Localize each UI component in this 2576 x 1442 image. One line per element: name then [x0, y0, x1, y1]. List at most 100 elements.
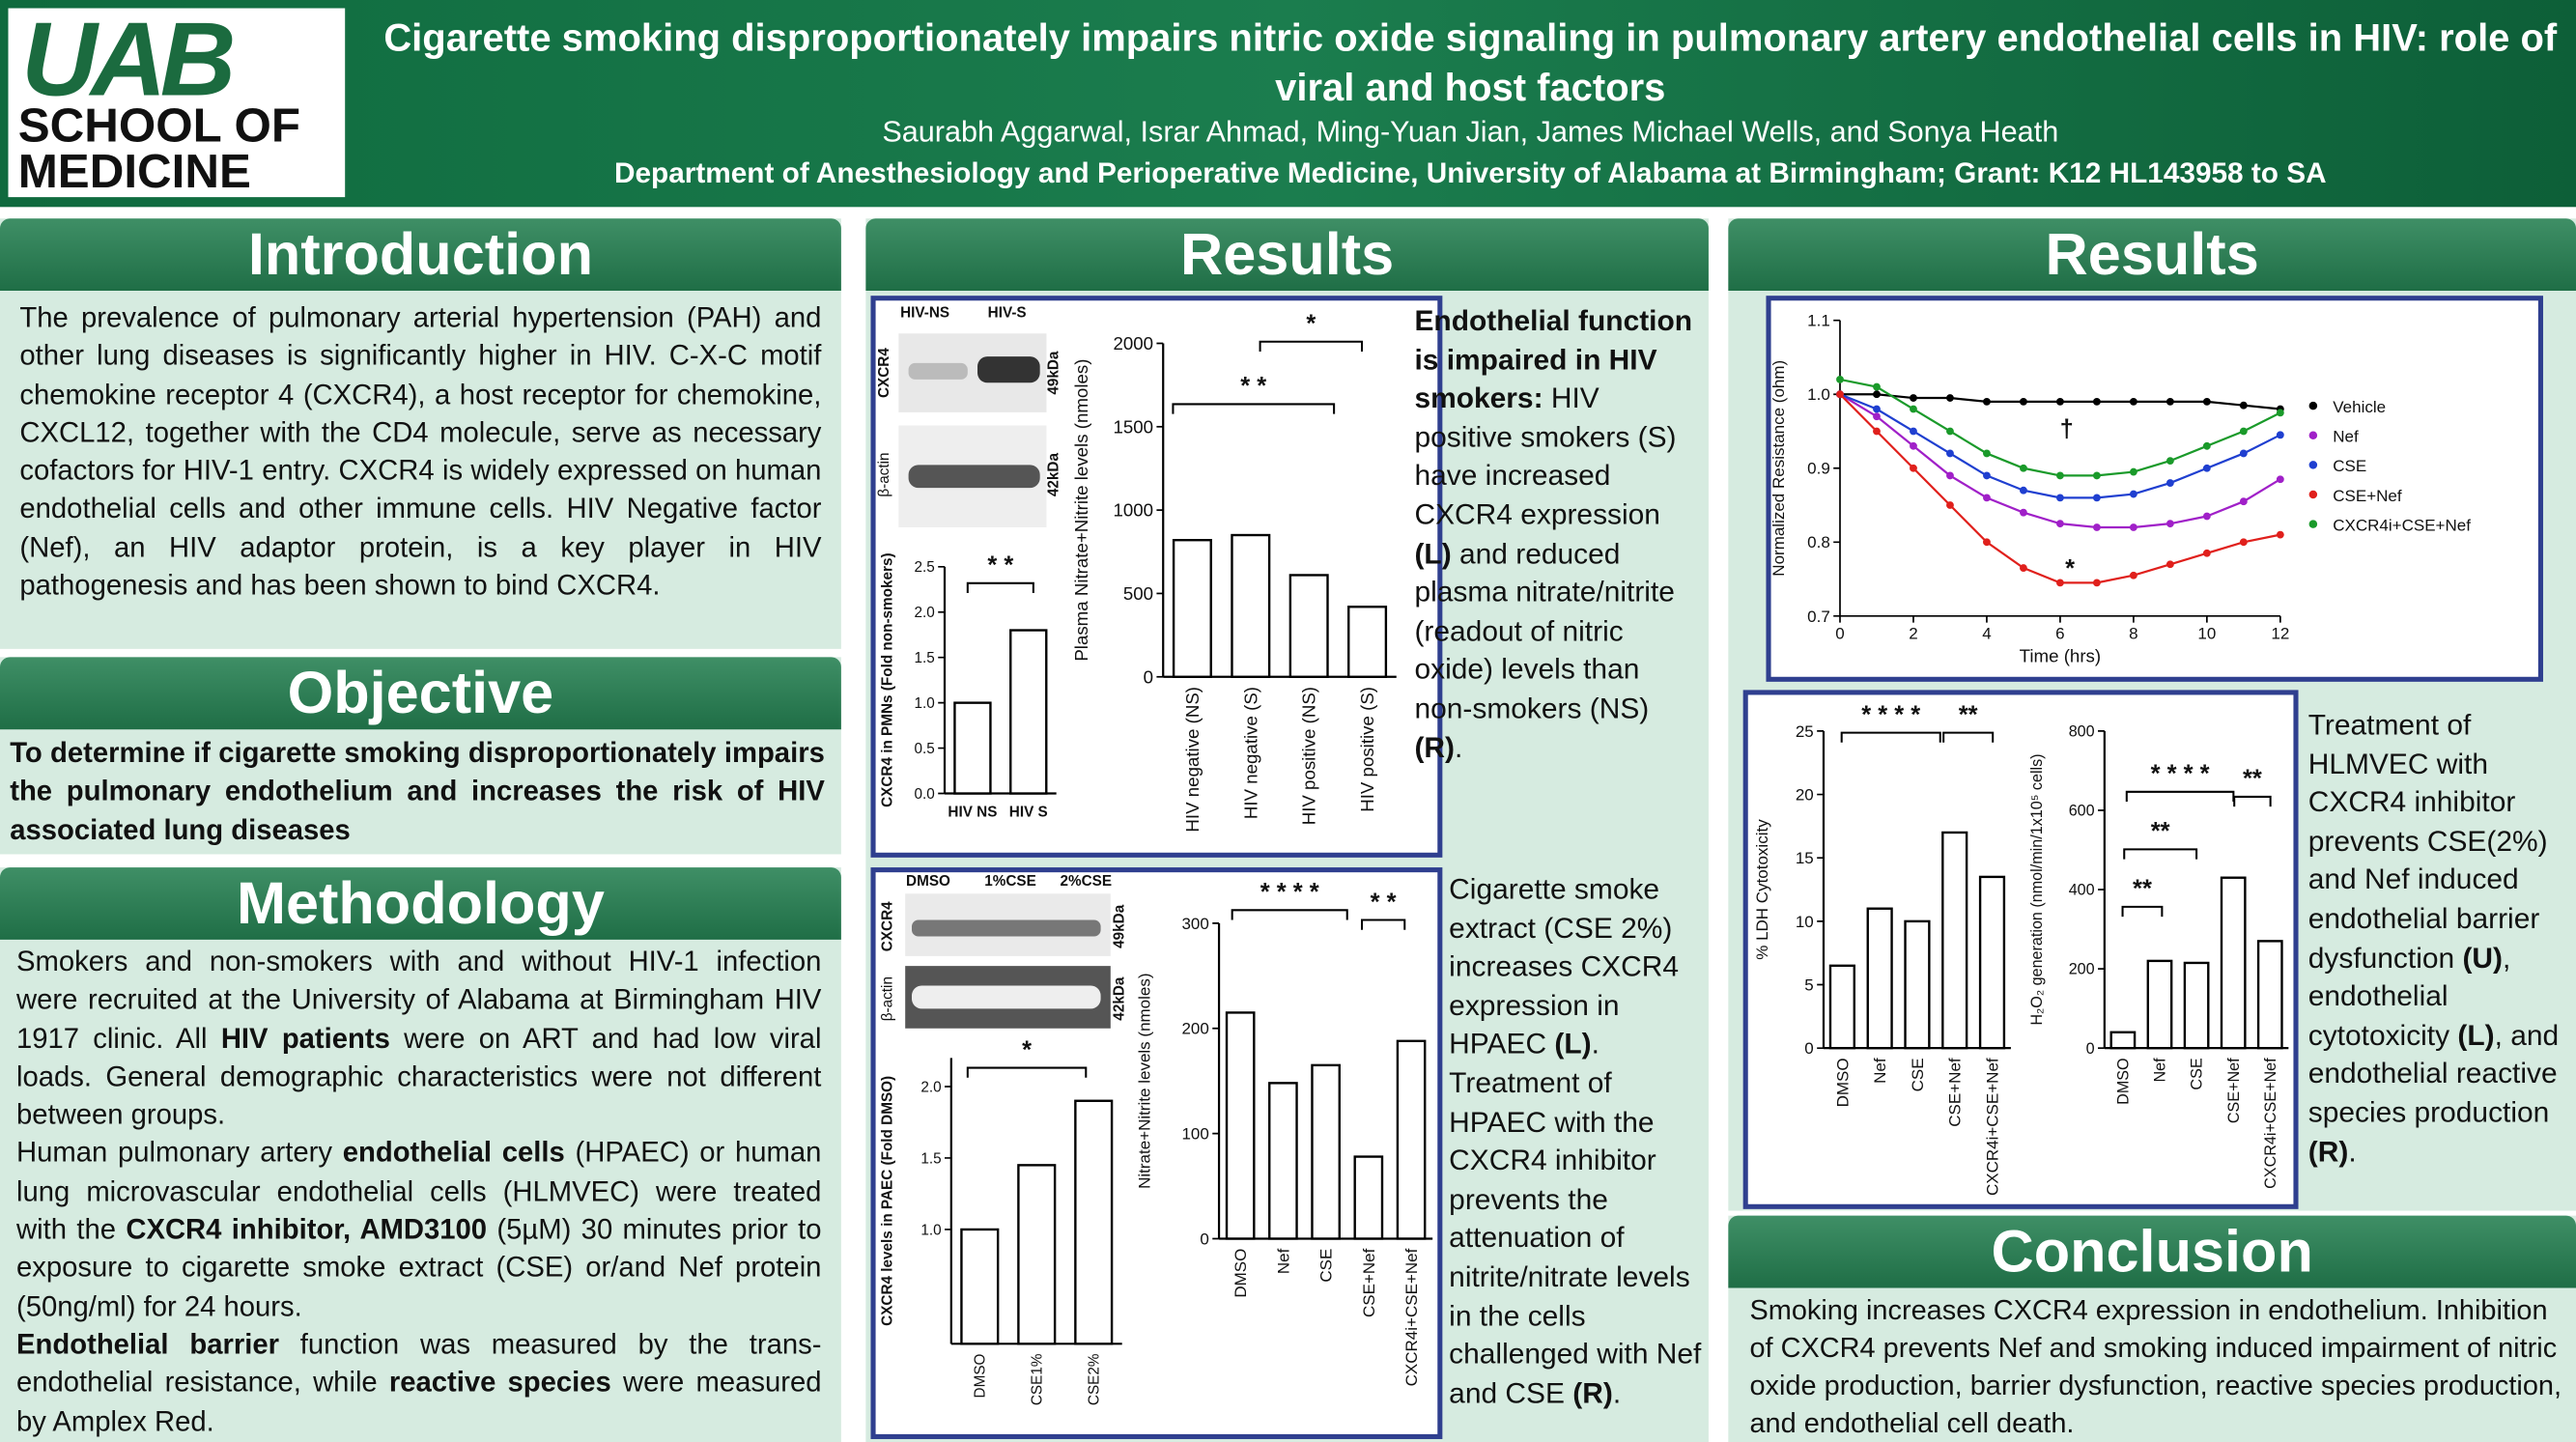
point: [2239, 427, 2248, 436]
y-tick-label: 0.7: [1807, 608, 1830, 626]
x-tick-label: DMSO: [1231, 1249, 1250, 1298]
x-tick-label: HIV NS: [948, 804, 997, 820]
y-tick-label: 0: [1200, 1230, 1208, 1248]
point: [2092, 471, 2101, 480]
point: [2056, 471, 2064, 480]
x-tick-label: Nef: [1274, 1248, 1292, 1274]
y-tick-label: 1000: [1113, 500, 1153, 521]
point: [1983, 449, 1991, 458]
text-run: (R): [1572, 1375, 1613, 1409]
figure-box: [1742, 690, 2299, 1209]
point: [1983, 397, 1991, 406]
logo: UAB SCHOOL OF MEDICINE: [8, 0, 346, 198]
bracket: [966, 581, 1034, 594]
paragraph: Smokers and non-smokers with and without…: [16, 943, 821, 1134]
bar: [1353, 1155, 1384, 1240]
bar: [1172, 539, 1212, 678]
text-run: .: [1455, 730, 1463, 764]
y-tick-label: 600: [2069, 803, 2095, 820]
conclusion-text: Smoking increases CXCR4 expression in en…: [1749, 1294, 2562, 1439]
y-axis-label: Plasma Nitrate+Nitrite levels (nmoles): [1071, 359, 1091, 662]
significance-label: * *: [1240, 373, 1266, 400]
bar: [1017, 1164, 1057, 1345]
point: [2129, 490, 2137, 498]
y-tick-label: 2.0: [920, 1079, 941, 1095]
bracket: [966, 1066, 1088, 1078]
point: [2166, 520, 2174, 528]
text-run: Cigarette smoke extract (CSE 2%) increas…: [1449, 872, 1680, 1060]
section-heading: Results: [865, 218, 1709, 292]
y-tick-label: 0.0: [915, 786, 935, 803]
bracket: [1259, 340, 1364, 352]
significance-label: * * * *: [1260, 879, 1319, 906]
legend-label: CSE+Nef: [2333, 487, 2402, 505]
legend-marker: [2308, 490, 2318, 499]
logo-mark: UAB: [21, 0, 236, 119]
text-run: endothelial cells: [342, 1136, 565, 1170]
method-panel: [0, 867, 841, 1442]
significance-label: *: [2065, 555, 2075, 582]
text-run: , and endothelial reactive species produ…: [2307, 1018, 2560, 1129]
section-heading: Results: [1728, 218, 2576, 292]
bracket: [1942, 731, 1995, 743]
text-run: (HPAEC) or human lung microvascular endo…: [16, 1136, 822, 1246]
bar: [2183, 961, 2210, 1050]
x-tick-label: 4: [1982, 625, 1991, 643]
y-tick-label: 500: [1123, 583, 1153, 604]
point: [1836, 390, 1844, 399]
y-axis-label: Normalized Resistance (ohm): [1771, 360, 1789, 577]
point: [2129, 571, 2137, 580]
y-tick-label: 800: [2069, 723, 2095, 741]
x-tick-label: DMSO: [2115, 1058, 2133, 1104]
y-tick-label: 1.0: [915, 695, 935, 712]
bar: [2220, 876, 2247, 1050]
point: [1946, 471, 1954, 480]
text-run: (U): [2462, 940, 2504, 974]
point: [1910, 394, 1917, 402]
x-tick-label: DMSO: [973, 1353, 989, 1398]
y-tick-label: 0.8: [1807, 533, 1830, 551]
text-run: were on ART and had low viral loads. Gen…: [16, 1021, 822, 1131]
y-tick-label: 200: [1181, 1020, 1208, 1038]
point: [1910, 441, 1917, 450]
point: [2166, 479, 2174, 487]
bar: [1225, 1011, 1256, 1240]
bracket: [1231, 909, 1348, 920]
bracket: [2125, 790, 2235, 803]
objective-text: To determine if cigarette smoking dispro…: [10, 735, 825, 846]
text-run: Human pulmonary artery: [16, 1136, 343, 1170]
legend-label: Nef: [2333, 428, 2359, 446]
bar: [1009, 629, 1048, 795]
point: [2166, 397, 2174, 406]
chart: 0 100 200 300 DMSO Nef CSE CSE+Nef CXCR4i+CSE+Ne…: [1136, 879, 1433, 1386]
text-run: HIV positive smokers (S) have increased …: [1414, 381, 1677, 531]
authors: Saurabh Aggarwal, Israr Ahmad, Ming-Yuan…: [882, 115, 2059, 149]
text-run: and reduced plasma nitrate/nitrite (read…: [1414, 536, 1675, 724]
y-tick-label: 200: [2069, 961, 2095, 978]
legend-marker: [2308, 461, 2318, 469]
logo-text: SCHOOL OF: [17, 99, 301, 154]
point: [2020, 564, 2027, 572]
y-axis-label: CXCR4 in PMNs (Fold non-smokers): [880, 552, 896, 806]
x-tick-label: Nef: [2152, 1058, 2169, 1083]
point: [2056, 520, 2064, 528]
bracket: [1361, 919, 1406, 930]
section-heading: Conclusion: [1728, 1215, 2576, 1288]
point: [1873, 427, 1881, 436]
x-tick-label: CSE+Nef: [1360, 1248, 1378, 1317]
y-axis-label: % LDH Cytotoxicity: [1753, 819, 1771, 960]
point: [2202, 441, 2211, 450]
legend-label: Vehicle: [2333, 398, 2386, 416]
x-axis-label: Time (hrs): [2020, 645, 2101, 665]
y-axis-label: Nitrate+Nitrite levels (nmoles): [1136, 973, 1154, 1188]
point: [2202, 512, 2211, 521]
significance-label: **: [1959, 701, 1978, 728]
y-tick-label: 1500: [1113, 416, 1153, 437]
method-text: Smokers and non-smokers with and without…: [16, 943, 821, 1440]
x-tick-label: 6: [2055, 625, 2064, 643]
chart: 0 500 1000 1500 2000 HIV negative (NS) HIV neg…: [1071, 311, 1397, 833]
affiliation: Department of Anesthesiology and Periope…: [613, 156, 2327, 189]
blot-band: [911, 985, 1101, 1009]
size-label: 49kDa: [1111, 904, 1127, 948]
